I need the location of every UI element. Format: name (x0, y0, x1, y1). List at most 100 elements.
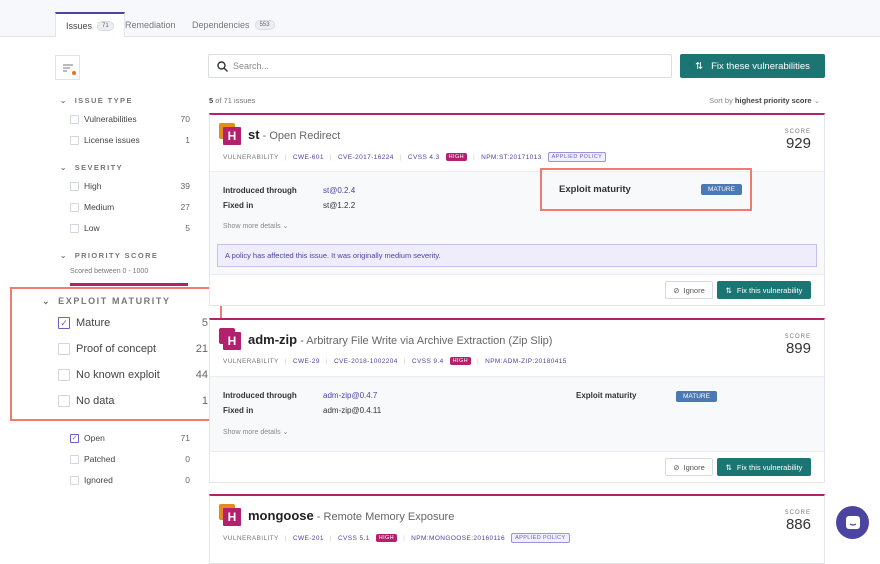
score: SCORE 899 (784, 334, 811, 357)
introduced-through: Introduced through adm-zip@0.4.7 (223, 391, 378, 400)
section-title: SEVERITY (74, 163, 123, 172)
npm-id-link[interactable]: NPM:ADM-ZIP:20180415 (485, 357, 567, 365)
severity-badge: HIGH (375, 534, 398, 542)
fix-vulnerability-button[interactable]: ⇅ Fix this vulnerability (717, 458, 811, 476)
cwe-link[interactable]: CWE-29 (292, 357, 320, 365)
eye-off-icon: ⊘ (673, 285, 680, 295)
priority-slider[interactable] (70, 283, 188, 286)
filter-count: 5 (185, 223, 190, 233)
cwe-link[interactable]: CWE-601 (292, 153, 324, 161)
filter-no-known-exploit[interactable]: No known exploit 44 (58, 369, 208, 381)
cvss-link[interactable]: CVSS 4.3 (407, 153, 440, 161)
filter-low[interactable]: Low 5 (70, 223, 190, 233)
checkbox[interactable] (70, 223, 79, 233)
filter-label: Ignored (84, 475, 113, 485)
filter-count: 5 (201, 317, 208, 329)
checkbox[interactable] (70, 135, 79, 145)
cve-link[interactable]: CVE-2018-1002204 (333, 357, 398, 365)
score: SCORE 929 (784, 129, 811, 152)
filter-license-issues[interactable]: License issues 1 (70, 135, 190, 145)
checkbox[interactable] (70, 454, 79, 464)
checkbox[interactable] (58, 395, 70, 407)
fix-vulnerability-button[interactable]: ⇅ Fix this vulnerability (717, 281, 811, 299)
checkbox[interactable] (70, 475, 79, 485)
sort-dropdown[interactable]: Sort by highest priority score ⌄ (709, 96, 820, 105)
count-badge: 71 (97, 20, 114, 31)
pull-request-icon: ⇅ (725, 285, 732, 295)
policy-notice: A policy has affected this issue. It was… (217, 244, 817, 267)
checkbox-checked[interactable]: ✓ (58, 317, 70, 329)
filter-count: 0 (185, 475, 190, 485)
chevron-down-icon: ⌄ (60, 96, 68, 105)
npm-id-link[interactable]: NPM:MONGOOSE:20160116 (411, 534, 506, 542)
checkbox[interactable] (70, 202, 79, 212)
filter-proof-of-concept[interactable]: Proof of concept 21 (58, 343, 208, 355)
filter-open[interactable]: ✓ Open 71 (70, 433, 190, 443)
section-severity[interactable]: ⌄ SEVERITY (60, 163, 123, 172)
ignore-button[interactable]: ⊘ Ignore (665, 458, 713, 476)
filter-label: Proof of concept (76, 343, 157, 355)
policy-badge: APPLIED POLICY (547, 152, 607, 162)
package-link[interactable]: adm-zip@0.4.7 (323, 391, 378, 400)
filter-label: Mature (76, 317, 111, 329)
checkbox[interactable] (70, 181, 79, 191)
tab-dependencies[interactable]: Dependencies 553 (182, 12, 285, 37)
cwe-link[interactable]: CWE-201 (292, 534, 324, 542)
checkbox[interactable] (58, 369, 70, 381)
policy-badge: APPLIED POLICY (511, 533, 570, 543)
severity-badge: HIGH (449, 357, 471, 365)
score: SCORE 886 (784, 510, 811, 533)
exploit-maturity: Exploit maturity MATURE (576, 391, 717, 402)
filter-high[interactable]: High 39 (70, 181, 190, 191)
show-more-details[interactable]: Show more details ⌄ (223, 223, 289, 230)
tab-issues[interactable]: Issues 71 (55, 12, 125, 37)
checkbox-checked[interactable]: ✓ (70, 433, 79, 443)
exploit-maturity-highlight: ⌄ EXPLOIT MATURITY ✓ Mature 5 Proof of conc… (10, 287, 222, 421)
filter-medium[interactable]: Medium 27 (70, 202, 190, 212)
search-input[interactable]: Search... (208, 54, 672, 78)
priority-subtitle: Scored between 0 - 1000 (70, 268, 149, 275)
checkbox[interactable] (70, 114, 79, 124)
chevron-down-icon: ⌄ (813, 96, 820, 105)
ignore-button[interactable]: ⊘ Ignore (665, 281, 713, 299)
chat-launcher-button[interactable] (836, 506, 869, 539)
introduced-through: Introduced through st@0.2.4 (223, 186, 356, 195)
package-link[interactable]: st@0.2.4 (323, 186, 356, 195)
cvss-link[interactable]: CVSS 9.4 (411, 357, 444, 365)
filter-no-data[interactable]: No data 1 (58, 395, 208, 407)
tab-label: Dependencies (192, 19, 250, 30)
filter-ignored[interactable]: Ignored 0 (70, 475, 190, 485)
show-more-details[interactable]: Show more details ⌄ (223, 429, 289, 436)
tab-bar: Issues 71 Remediation Dependencies 553 (0, 0, 880, 37)
count-badge: 553 (254, 19, 275, 30)
section-exploit-maturity[interactable]: ⌄ EXPLOIT MATURITY (42, 296, 171, 307)
issue-card: H mongoose - Remote Memory Exposure VULN… (209, 494, 825, 564)
chevron-down-icon: ⌄ (60, 251, 68, 260)
filter-label: Patched (84, 454, 116, 464)
issue-title: mongoose - Remote Memory Exposure (248, 508, 455, 523)
section-priority-score[interactable]: ⌄ PRIORITY SCORE (60, 251, 158, 260)
button-label: Fix these vulnerabilities (711, 60, 810, 72)
cvss-link[interactable]: CVSS 5.1 (337, 534, 370, 542)
filter-label: License issues (84, 135, 140, 145)
chat-icon (845, 515, 860, 529)
chevron-down-icon: ⌄ (60, 163, 68, 172)
section-title: PRIORITY SCORE (74, 251, 159, 260)
npm-id-link[interactable]: NPM:ST:20171013 (481, 153, 542, 161)
issue-title: st - Open Redirect (248, 127, 341, 142)
chevron-down-icon: ⌄ (42, 296, 52, 306)
filter-toggle-button[interactable] (55, 55, 80, 80)
section-issue-type[interactable]: ⌄ ISSUE TYPE (60, 96, 133, 105)
filter-count: 21 (195, 343, 208, 355)
search-placeholder: Search... (233, 61, 270, 71)
filter-vulnerabilities[interactable]: Vulnerabilities 70 (70, 114, 190, 124)
tab-remediation[interactable]: Remediation (115, 12, 186, 37)
fix-all-button[interactable]: ⇅ Fix these vulnerabilities (680, 54, 825, 78)
filter-icon (63, 64, 76, 75)
filter-patched[interactable]: Patched 0 (70, 454, 190, 464)
cve-link[interactable]: CVE-2017-16224 (337, 153, 394, 161)
filter-label: High (84, 181, 102, 191)
maturity-badge: MATURE (676, 391, 717, 402)
filter-mature[interactable]: ✓ Mature 5 (58, 317, 208, 329)
checkbox[interactable] (58, 343, 70, 355)
